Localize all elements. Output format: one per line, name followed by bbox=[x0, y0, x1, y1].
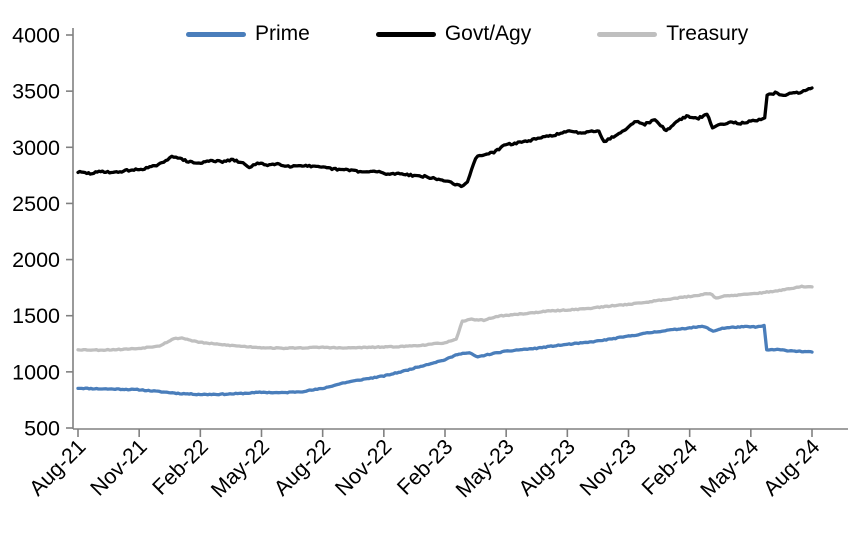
series-line-treasury bbox=[76, 284, 814, 353]
x-tick-label: May-24 bbox=[696, 435, 764, 503]
y-tick-label: 3000 bbox=[12, 136, 60, 160]
x-tick-label: Nov-22 bbox=[330, 435, 396, 501]
legend-item-treasury: Treasury bbox=[597, 22, 748, 46]
x-tick-label: Feb-23 bbox=[392, 435, 457, 500]
legend-label-treasury: Treasury bbox=[666, 22, 749, 45]
x-tick-label: Nov-21 bbox=[86, 435, 152, 501]
x-tick-label: Aug-22 bbox=[269, 435, 335, 501]
y-tick-label: 500 bbox=[24, 417, 60, 441]
y-tick-label: 3500 bbox=[12, 80, 60, 104]
x-tick-label: Aug-24 bbox=[759, 435, 825, 501]
legend-item-govt-agy: Govt/Agy bbox=[375, 22, 532, 46]
x-tick-label: May-23 bbox=[451, 435, 519, 503]
govt-agy-line-swatch bbox=[375, 31, 436, 37]
x-tick-label: Nov-23 bbox=[575, 435, 641, 501]
x-tick-label: Feb-24 bbox=[637, 435, 702, 500]
y-tick-label: 2500 bbox=[12, 192, 60, 216]
legend-label-govt-agy: Govt/Agy bbox=[444, 22, 532, 45]
y-tick-label: 2000 bbox=[12, 248, 60, 272]
x-tick-label: Aug-21 bbox=[25, 435, 91, 501]
y-tick-label: 4000 bbox=[12, 24, 60, 48]
series-line-govt-agy bbox=[76, 86, 814, 189]
y-tick-label: 1500 bbox=[12, 304, 60, 328]
series-line-prime bbox=[76, 323, 814, 397]
x-tick-label: May-22 bbox=[206, 435, 274, 503]
x-tick-label: Feb-22 bbox=[148, 435, 213, 500]
legend-label-prime: Prime bbox=[255, 22, 310, 45]
x-tick-label: Aug-23 bbox=[514, 435, 580, 501]
chart-legend: Prime Govt/Agy Treasury bbox=[186, 22, 748, 46]
y-tick-label: 1000 bbox=[12, 360, 60, 384]
treasury-line-swatch bbox=[597, 31, 658, 37]
legend-item-prime: Prime bbox=[186, 22, 310, 46]
prime-line-swatch bbox=[186, 31, 246, 37]
